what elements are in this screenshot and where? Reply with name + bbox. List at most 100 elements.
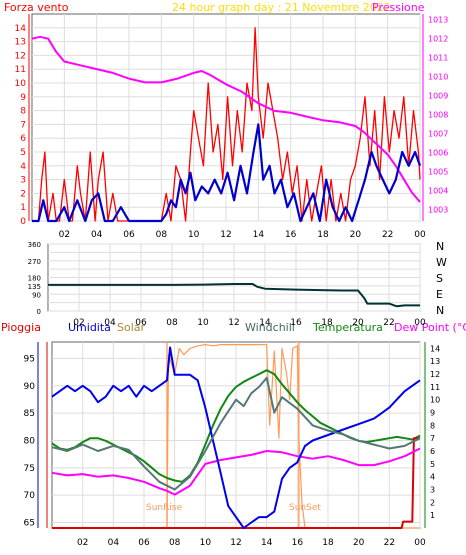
x-tick-label: 08 (166, 318, 178, 328)
x-tick-label: 08 (156, 230, 168, 240)
x-tick-label: 14 (261, 538, 273, 548)
y-tick-label: 5 (20, 148, 26, 158)
y-tick-label: 10 (430, 396, 440, 405)
y-tick-label: 90 (32, 291, 41, 299)
series-line-direzione (48, 283, 420, 308)
x-tick-label: 14 (253, 230, 265, 240)
x-tick-label: 22 (383, 318, 394, 328)
y-tick-label: 12 (430, 370, 440, 379)
x-tick-label: 08 (169, 538, 181, 548)
series-line-pioggia (52, 437, 420, 529)
series-line-pressione (31, 35, 421, 203)
x-tick-label: 20 (350, 230, 362, 240)
y-tick-label: 135 (28, 283, 41, 291)
y-tick-label: 1 (430, 511, 435, 520)
series-line-forza-vento (32, 27, 421, 222)
y-tick-label: 0 (37, 308, 41, 316)
y-tick-label: 4 (20, 162, 26, 172)
sunrise-label: SunRise (146, 503, 183, 513)
x-tick-label: 06 (135, 318, 147, 328)
y-tick-label: 270 (28, 258, 41, 266)
y-tick-label: 3 (430, 486, 435, 495)
x-tick-label: 16 (290, 318, 302, 328)
y-tick-label: 1013 (428, 16, 448, 25)
x-tick-label: 02 (77, 538, 88, 548)
y-tick-label: 9 (430, 409, 435, 418)
y-tick-label: 7 (20, 120, 26, 130)
x-tick-label: 06 (123, 230, 135, 240)
chart-date-label: 24 hour graph day : 21 Novembre 2022 (172, 1, 391, 14)
y-tick-label: 1010 (428, 73, 448, 82)
x-tick-label: 22 (384, 538, 395, 548)
y-tick-label: 70 (24, 491, 36, 501)
x-tick-label: 16 (285, 230, 297, 240)
x-tick-label: 10 (197, 318, 209, 328)
sunset-label: SunSet (289, 503, 321, 513)
pressure-label: Pressione (372, 1, 425, 14)
direction-label-n-top: N (436, 240, 444, 253)
y-tick-label: 1012 (428, 35, 448, 44)
x-tick-label: 00 (414, 230, 426, 240)
wind-speed-label: Forza vento (4, 1, 69, 14)
x-tick-label: 10 (200, 538, 212, 548)
direction-label-s: S (436, 272, 443, 285)
y-tick-label: 75 (24, 464, 35, 474)
x-tick-label: 18 (317, 230, 329, 240)
y-tick-label: 1008 (428, 111, 448, 120)
y-tick-label: 180 (28, 275, 41, 283)
x-tick-label: 02 (59, 230, 70, 240)
y-tick-label: 8 (430, 421, 435, 430)
x-tick-label: 04 (108, 538, 120, 548)
y-tick-label: 360 (28, 241, 41, 249)
y-tick-label: 14 (15, 24, 27, 34)
y-tick-label: 5 (430, 460, 435, 469)
y-tick-label: 65 (24, 519, 35, 529)
x-tick-label: 14 (259, 318, 271, 328)
series-line-solar (52, 344, 420, 529)
y-tick-label: 7 (430, 434, 435, 443)
y-tick-label: 10 (15, 79, 27, 89)
y-tick-label: 1011 (428, 54, 448, 63)
x-tick-label: 20 (352, 318, 364, 328)
x-tick-label: 16 (292, 538, 304, 548)
y-tick-label: 6 (430, 447, 435, 456)
series-line-umidita (51, 346, 421, 529)
legend-temperatura: Temperatura (312, 321, 383, 334)
y-tick-label: 1007 (428, 130, 448, 139)
x-tick-label: 22 (382, 230, 393, 240)
y-tick-label: 2 (20, 189, 26, 199)
x-tick-label: 12 (228, 318, 239, 328)
x-tick-label: 00 (414, 538, 426, 548)
legend-umidita: Umidita (68, 321, 111, 334)
y-tick-label: 1005 (428, 168, 448, 177)
y-tick-label: 9 (20, 93, 26, 103)
series-line-windchill (51, 376, 421, 491)
y-tick-label: 13 (430, 357, 440, 366)
y-tick-label: 1006 (428, 149, 448, 158)
y-tick-label: 3 (20, 176, 26, 186)
y-tick-label: 90 (24, 382, 36, 392)
x-tick-label: 06 (138, 538, 150, 548)
legend-dewpoint: Dew Point (°C) (394, 321, 466, 334)
y-tick-label: 1004 (428, 187, 448, 196)
y-tick-label: 2 (430, 498, 435, 507)
y-tick-label: 1 (20, 203, 26, 213)
y-tick-label: 1003 (428, 206, 448, 215)
y-tick-label: 13 (15, 38, 26, 48)
y-tick-label: 11 (15, 65, 26, 75)
y-tick-label: 80 (24, 436, 36, 446)
x-tick-label: 10 (188, 230, 200, 240)
x-tick-label: 20 (353, 538, 365, 548)
legend-solar: Solar (117, 321, 146, 334)
x-tick-label: 12 (220, 230, 231, 240)
y-tick-label: 12 (15, 51, 26, 61)
legend-pioggia: Pioggia (1, 321, 41, 334)
direction-label-n-bottom: N (436, 304, 444, 317)
y-tick-label: 4 (430, 473, 435, 482)
direction-label-e: E (436, 288, 443, 301)
legend-windchill: Windchill (245, 321, 295, 334)
x-tick-label: 18 (322, 538, 334, 548)
y-tick-label: 8 (20, 107, 26, 117)
